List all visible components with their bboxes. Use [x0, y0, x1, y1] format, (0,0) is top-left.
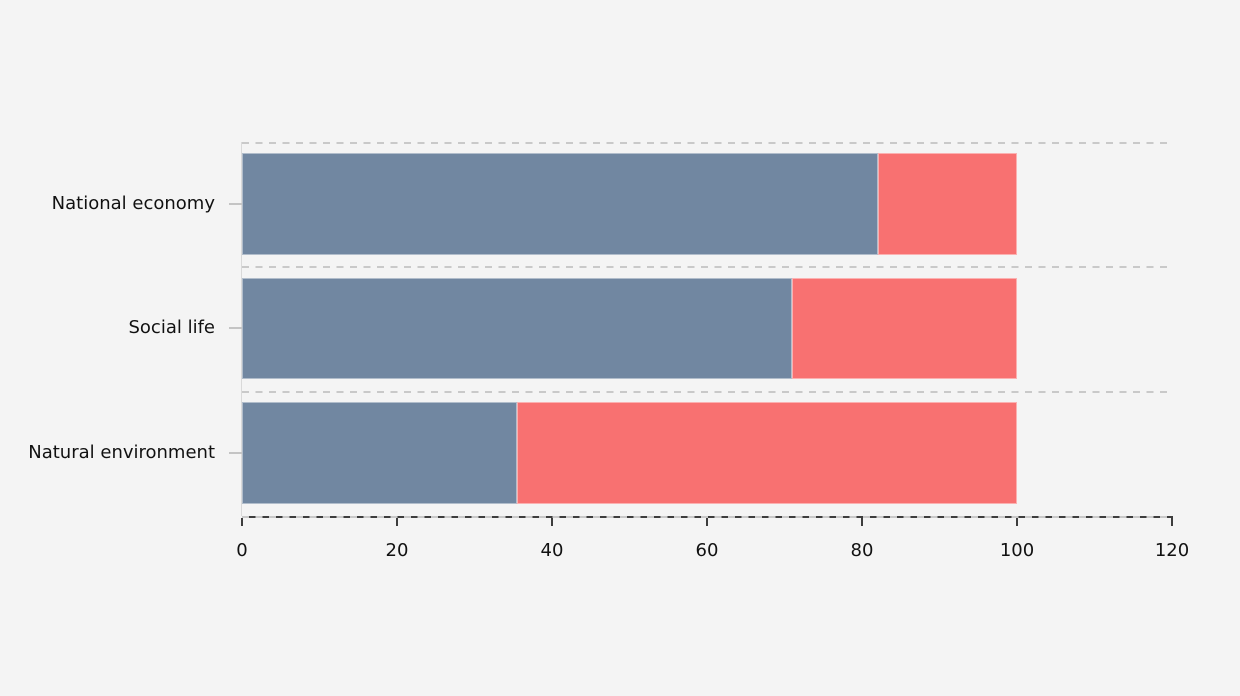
x-axis-tick-label: 20: [385, 539, 409, 561]
category-label: National economy: [51, 192, 215, 214]
category-tick-mark: [229, 452, 242, 455]
x-axis-tick-label: 0: [236, 539, 248, 561]
bar-segment-blue-segment: [242, 402, 518, 504]
gridline: [242, 266, 1172, 269]
category-label: Social life: [128, 317, 215, 339]
x-axis-tick-label: 80: [850, 539, 874, 561]
x-axis-tick: [396, 517, 398, 526]
gridline: [242, 141, 1172, 144]
x-axis-tick: [861, 517, 863, 526]
x-axis-tick: [241, 517, 243, 526]
bar-segment-blue-segment: [242, 277, 793, 380]
x-axis-tick: [551, 517, 553, 526]
x-axis-tick: [1016, 517, 1018, 526]
x-axis-tick-label: 60: [695, 539, 719, 561]
x-axis-tick: [706, 517, 708, 526]
category-tick-mark: [229, 202, 242, 205]
category-tick-mark: [229, 327, 242, 330]
bar-segment-red-segment: [792, 277, 1017, 380]
bar-segment-red-segment: [877, 153, 1017, 255]
x-axis-tick-label: 100: [999, 539, 1035, 561]
x-axis-tick-label: 40: [540, 539, 564, 561]
x-axis-tick: [1171, 517, 1173, 526]
bar-segment-red-segment: [517, 402, 1017, 504]
category-label: Natural environment: [28, 442, 215, 464]
x-axis-dash-overlay: [242, 515, 1172, 518]
gridline: [242, 390, 1172, 393]
x-axis-tick-label: 120: [1154, 539, 1190, 561]
bar-segment-blue-segment: [242, 153, 878, 255]
